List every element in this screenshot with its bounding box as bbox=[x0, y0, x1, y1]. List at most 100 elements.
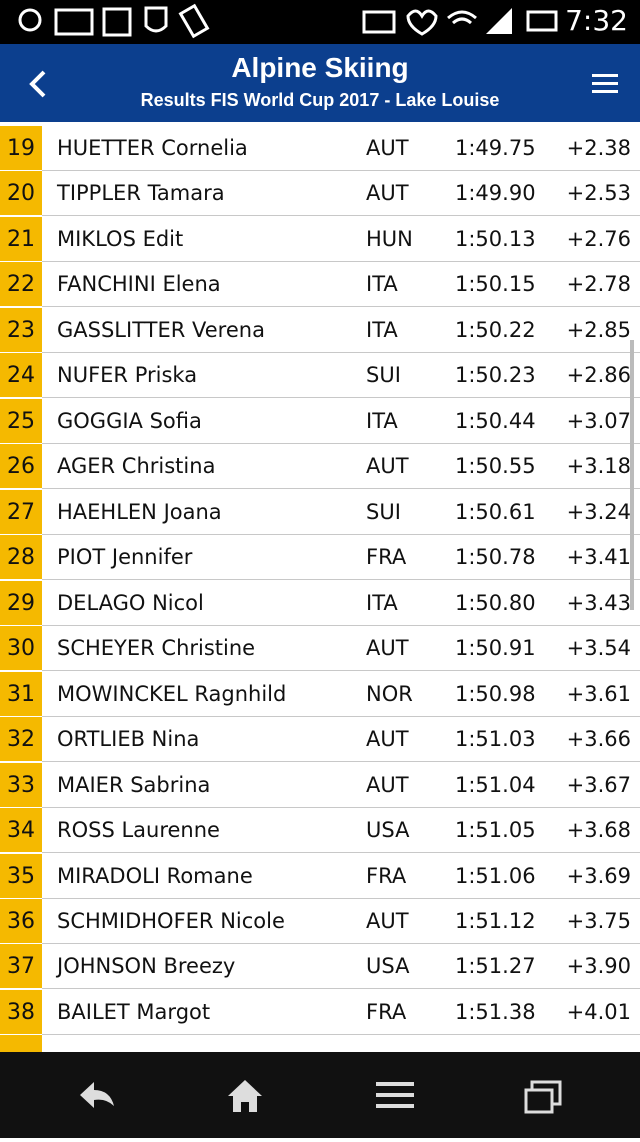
nation: AUT bbox=[366, 908, 409, 933]
race-time: 1:50.15 bbox=[455, 272, 536, 297]
nation: SUI bbox=[366, 499, 401, 524]
nation: FRA bbox=[366, 863, 407, 888]
rank: 21 bbox=[0, 216, 42, 262]
time-gap: +2.85 bbox=[566, 317, 631, 342]
result-row[interactable]: 22 FANCHINI Elena ITA 1:50.15 +2.78 bbox=[0, 262, 640, 308]
race-time: 1:51.38 bbox=[455, 999, 536, 1024]
time-gap: +2.78 bbox=[566, 272, 631, 297]
rank: 32 bbox=[0, 717, 42, 763]
time-gap: +2.38 bbox=[566, 136, 631, 160]
time-gap: +3.41 bbox=[566, 545, 631, 570]
result-row-partial[interactable] bbox=[0, 1035, 640, 1052]
rank-partial bbox=[0, 1035, 42, 1052]
result-row[interactable]: 31 MOWINCKEL Ragnhild NOR 1:50.98 +3.61 bbox=[0, 671, 640, 717]
athlete-name: GASSLITTER Verena bbox=[57, 317, 265, 342]
rank: 34 bbox=[0, 808, 42, 854]
nation: AUT bbox=[366, 636, 409, 661]
rank: 19 bbox=[0, 126, 42, 171]
athlete-name: ORTLIEB Nina bbox=[57, 727, 200, 752]
result-row[interactable]: 20 TIPPLER Tamara AUT 1:49.90 +2.53 bbox=[0, 171, 640, 217]
nav-menu[interactable] bbox=[376, 1082, 414, 1108]
athlete-name: JOHNSON Breezy bbox=[57, 954, 236, 979]
athlete-name: HUETTER Cornelia bbox=[57, 136, 248, 160]
rank: 23 bbox=[0, 307, 42, 353]
nation: AUT bbox=[366, 454, 409, 479]
athlete-name: MOWINCKEL Ragnhild bbox=[57, 681, 287, 706]
nation: ITA bbox=[366, 317, 398, 342]
athlete-name: MAIER Sabrina bbox=[57, 772, 211, 797]
result-row[interactable]: 25 GOGGIA Sofia ITA 1:50.44 +3.07 bbox=[0, 398, 640, 444]
rank: 31 bbox=[0, 671, 42, 717]
status-icons bbox=[18, 3, 210, 39]
time-gap: +3.24 bbox=[566, 499, 631, 524]
result-row[interactable]: 29 DELAGO Nicol ITA 1:50.80 +3.43 bbox=[0, 580, 640, 626]
result-row[interactable]: 32 ORTLIEB Nina AUT 1:51.03 +3.66 bbox=[0, 717, 640, 763]
status-bar: 7:32 bbox=[0, 0, 640, 44]
race-time: 1:50.23 bbox=[455, 363, 536, 388]
system-icons bbox=[362, 8, 558, 36]
result-row[interactable]: 23 GASSLITTER Verena ITA 1:50.22 +2.85 bbox=[0, 307, 640, 353]
nav-back[interactable] bbox=[80, 1082, 114, 1108]
rank: 24 bbox=[0, 353, 42, 399]
result-row[interactable]: 24 NUFER Priska SUI 1:50.23 +2.86 bbox=[0, 353, 640, 399]
race-time: 1:51.04 bbox=[455, 772, 536, 797]
time-gap: +3.07 bbox=[566, 408, 631, 433]
athlete-name: HAEHLEN Joana bbox=[57, 499, 222, 524]
subtitle: Results FIS World Cup 2017 - Lake Louise bbox=[140, 90, 500, 110]
result-row[interactable]: 27 HAEHLEN Joana SUI 1:50.61 +3.24 bbox=[0, 489, 640, 535]
race-time: 1:50.44 bbox=[455, 408, 536, 433]
race-time: 1:50.13 bbox=[455, 226, 536, 251]
athlete-name: GOGGIA Sofia bbox=[57, 408, 202, 433]
athlete-name: SCHMIDHOFER Nicole bbox=[57, 908, 285, 933]
nation: SUI bbox=[366, 363, 401, 388]
results-list: 19 HUETTER Cornelia AUT 1:49.75 +2.38 20 TIPPL… bbox=[0, 122, 640, 1052]
athlete-name: ROSS Laurenne bbox=[57, 818, 220, 843]
athlete-name: PIOT Jennifer bbox=[57, 545, 193, 570]
result-row[interactable]: 21 MIKLOS Edit HUN 1:50.13 +2.76 bbox=[0, 216, 640, 262]
time-gap: +3.75 bbox=[566, 908, 631, 933]
nation: AUT bbox=[366, 772, 409, 797]
time-gap: +2.86 bbox=[566, 363, 631, 388]
back-button[interactable] bbox=[20, 64, 60, 104]
nation: AUT bbox=[366, 136, 409, 160]
time-gap: +3.90 bbox=[566, 954, 631, 979]
nation: ITA bbox=[366, 408, 398, 433]
nation: AUT bbox=[366, 727, 409, 752]
athlete-name: TIPPLER Tamara bbox=[57, 181, 225, 206]
result-row[interactable]: 36 SCHMIDHOFER Nicole AUT 1:51.12 +3.75 bbox=[0, 898, 640, 944]
time-gap: +3.66 bbox=[566, 727, 631, 752]
result-row[interactable]: 35 MIRADOLI Romane FRA 1:51.06 +3.69 bbox=[0, 853, 640, 899]
time-gap: +2.76 bbox=[566, 226, 631, 251]
result-row[interactable]: 37 JOHNSON Breezy USA 1:51.27 +3.90 bbox=[0, 944, 640, 990]
rank: 33 bbox=[0, 762, 42, 808]
time-gap: +2.53 bbox=[566, 181, 631, 206]
rank: 25 bbox=[0, 398, 42, 444]
time-gap: +3.18 bbox=[566, 454, 631, 479]
result-row[interactable]: 28 PIOT Jennifer FRA 1:50.78 +3.41 bbox=[0, 535, 640, 581]
athlete-name: BAILET Margot bbox=[57, 999, 211, 1024]
athlete-name: MIKLOS Edit bbox=[57, 226, 184, 251]
rank: 36 bbox=[0, 898, 42, 944]
time-gap: +3.68 bbox=[566, 818, 631, 843]
nav-home[interactable] bbox=[228, 1080, 262, 1112]
race-time: 1:50.98 bbox=[455, 681, 536, 706]
time-gap: +3.43 bbox=[566, 590, 631, 615]
nation: ITA bbox=[366, 272, 398, 297]
time-gap: +3.69 bbox=[566, 863, 631, 888]
result-row[interactable]: 30 SCHEYER Christine AUT 1:50.91 +3.54 bbox=[0, 626, 640, 672]
nav-recent[interactable] bbox=[524, 1080, 562, 1114]
result-row[interactable]: 38 BAILET Margot FRA 1:51.38 +4.01 bbox=[0, 989, 640, 1035]
race-time: 1:49.90 bbox=[455, 181, 536, 206]
result-row[interactable]: 26 AGER Christina AUT 1:50.55 +3.18 bbox=[0, 444, 640, 490]
nation: HUN bbox=[366, 226, 413, 251]
rank: 38 bbox=[0, 989, 42, 1035]
menu-button[interactable] bbox=[590, 72, 620, 96]
result-row[interactable]: 33 MAIER Sabrina AUT 1:51.04 +3.67 bbox=[0, 762, 640, 808]
result-row[interactable]: 34 ROSS Laurenne USA 1:51.05 +3.68 bbox=[0, 808, 640, 854]
rank: 20 bbox=[0, 171, 42, 217]
result-row[interactable]: 19 HUETTER Cornelia AUT 1:49.75 +2.38 bbox=[0, 126, 640, 171]
rank: 28 bbox=[0, 535, 42, 581]
time-gap: +4.01 bbox=[566, 999, 631, 1024]
race-time: 1:50.22 bbox=[455, 317, 536, 342]
